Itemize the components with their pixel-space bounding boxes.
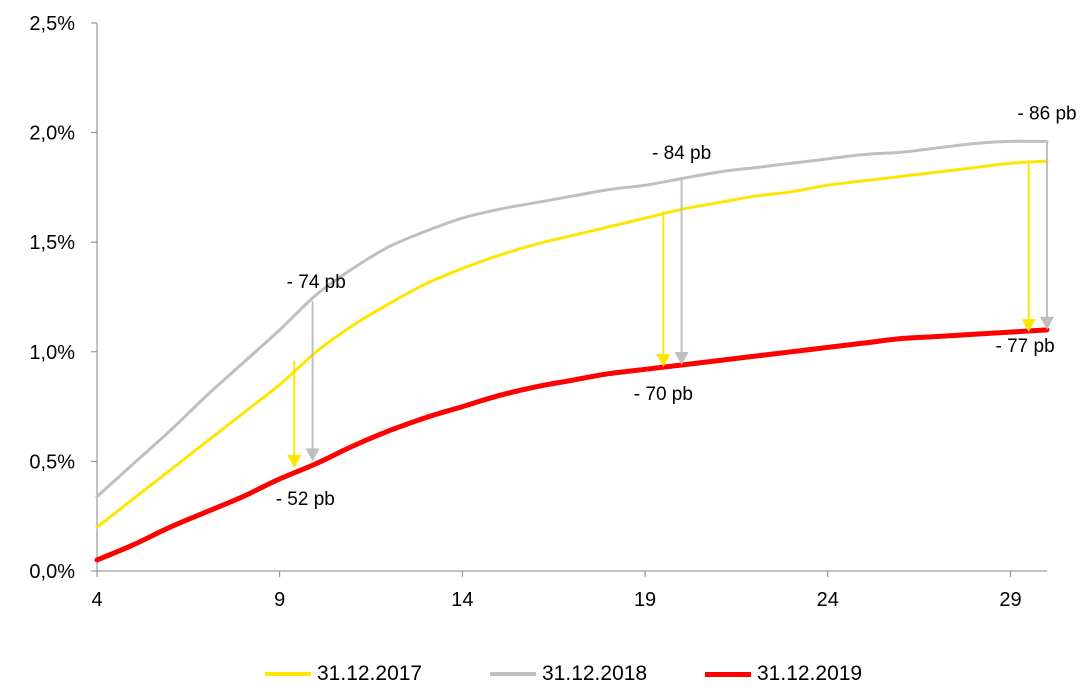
legend-item-2018: 31.12.2018 [490,660,647,688]
basis-point-label: - 84 pb [652,143,711,164]
yield-curve-chart: 0,0% 0,5% 1,0% 1,5% 2,0% 2,5% 4 9 14 19 24 29 - 74 … [29,13,1077,611]
arrow-head [287,454,302,468]
basis-point-label: - 70 pb [634,384,693,405]
x-tick-label: 19 [634,589,656,611]
legend-label-2019: 31.12.2019 [757,662,863,685]
x-tick-label: 9 [274,589,285,611]
basis-point-label: - 86 pb [1017,103,1076,124]
x-tick-label: 24 [817,589,839,611]
y-tick-label: 1,0% [29,342,75,364]
arrow-head [1021,319,1036,333]
x-tick-label: 14 [451,589,473,611]
arrow-head [656,354,671,368]
legend-swatch-2018 [490,672,536,676]
legend-label-2017: 31.12.2017 [317,662,423,685]
annotations: - 74 pb - 52 pb - 84 pb - 70 pb - 86 pb - 77 … [276,103,1077,510]
difference-arrow [305,301,320,462]
y-tick-label: 2,0% [29,123,75,145]
y-tick-label: 0,0% [29,561,75,583]
legend-item-2019: 31.12.2019 [705,660,862,688]
legend-item-2017: 31.12.2017 [265,660,422,688]
difference-arrow [656,211,671,368]
basis-point-label: - 74 pb [287,272,346,293]
axes: 0,0% 0,5% 1,0% 1,5% 2,0% 2,5% 4 9 14 19 24 29 [29,13,1047,611]
difference-arrow [287,360,302,468]
series-lines [94,139,1050,563]
difference-arrow [674,178,689,365]
difference-arrows [287,141,1054,468]
x-tick-label: 29 [999,589,1021,611]
x-tick-label: 4 [91,589,102,611]
y-tick-label: 0,5% [29,451,75,473]
difference-arrow [1040,141,1054,330]
y-tick-label: 1,5% [29,232,75,254]
arrow-head [305,448,320,462]
series-line-2019 [94,327,1050,563]
legend-swatch-2019 [705,671,751,677]
legend: 31.12.2017 31.12.2018 31.12.2019 [0,660,1083,688]
legend-label-2018: 31.12.2018 [542,662,648,685]
arrow-head [1040,316,1054,330]
arrow-head [674,351,689,365]
legend-swatch-2017 [265,672,311,676]
basis-point-label: - 77 pb [995,336,1054,357]
basis-point-label: - 52 pb [276,489,335,510]
series-line-2017 [95,159,1049,529]
difference-arrow [1021,163,1036,333]
series-line-2018 [95,139,1049,498]
y-tick-label: 2,5% [29,13,75,35]
